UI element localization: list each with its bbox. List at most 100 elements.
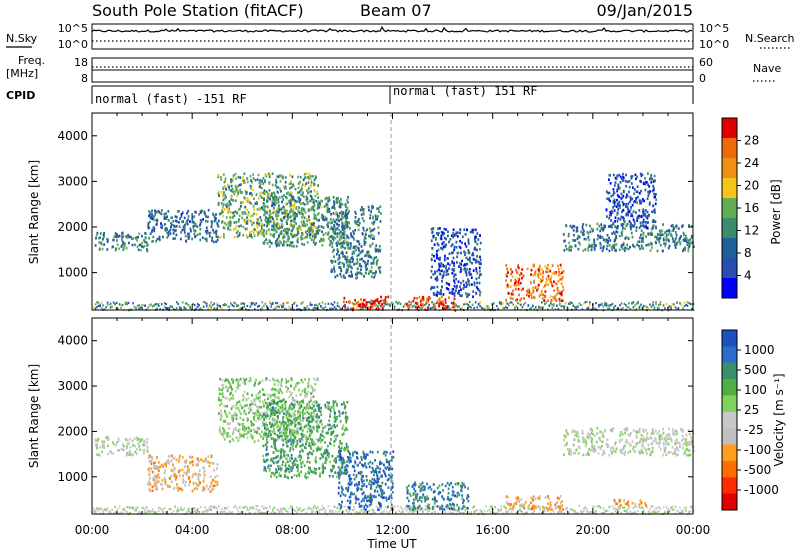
heatmap-cell xyxy=(363,236,366,239)
heatmap-cell xyxy=(201,209,203,212)
heatmap-cell xyxy=(229,203,232,206)
heatmap-cell xyxy=(614,216,617,219)
heatmap-cell xyxy=(582,223,585,226)
heatmap-cell xyxy=(257,231,260,234)
heatmap-cell xyxy=(279,388,282,391)
heatmap-cell xyxy=(283,429,286,433)
heatmap-cell xyxy=(320,305,322,308)
heatmap-cell xyxy=(374,273,377,277)
heatmap-cell xyxy=(274,184,277,187)
heatmap-cell xyxy=(270,305,273,308)
heatmap-cell xyxy=(253,208,255,211)
heatmap-cell xyxy=(190,229,192,233)
heatmap-cell xyxy=(602,238,605,242)
heatmap-cell xyxy=(262,176,265,180)
heatmap-cell xyxy=(274,196,276,199)
heatmap-cell xyxy=(557,290,560,293)
heatmap-cell xyxy=(442,233,444,236)
heatmap-cell xyxy=(578,505,581,508)
heatmap-cell xyxy=(442,303,445,307)
heatmap-cell xyxy=(331,250,334,254)
heatmap-cell xyxy=(464,269,467,273)
heatmap-cell xyxy=(633,200,635,204)
heatmap-cell xyxy=(252,173,255,176)
heatmap-cell xyxy=(280,223,283,226)
heatmap-cell xyxy=(250,202,253,205)
heatmap-cell xyxy=(322,218,324,221)
heatmap-cell xyxy=(148,481,150,484)
heatmap-cell xyxy=(134,236,137,240)
heatmap-cell xyxy=(300,228,302,231)
heatmap-cell xyxy=(175,219,177,223)
heatmap-cell xyxy=(122,248,125,251)
heatmap-cell xyxy=(364,264,367,268)
heatmap-cell xyxy=(219,430,222,434)
heatmap-cell xyxy=(622,222,625,226)
heatmap-cell xyxy=(210,223,213,226)
heatmap-cell xyxy=(196,233,199,237)
heatmap-cell xyxy=(277,200,280,204)
heatmap-cell xyxy=(160,508,163,511)
heatmap-cell xyxy=(173,229,176,233)
heatmap-cell xyxy=(662,304,665,307)
heatmap-cell xyxy=(206,229,209,233)
heatmap-cell xyxy=(232,199,234,202)
heatmap-cell xyxy=(362,511,364,514)
heatmap-cell xyxy=(211,304,214,307)
heatmap-cell xyxy=(220,176,222,179)
heatmap-cell xyxy=(468,305,471,308)
heatmap-cell xyxy=(297,403,300,406)
heatmap-cell xyxy=(685,240,688,243)
heatmap-cell xyxy=(473,284,476,287)
heatmap-cell xyxy=(506,285,509,289)
heatmap-cell xyxy=(151,457,153,461)
heatmap-cell xyxy=(479,269,481,273)
heatmap-cell xyxy=(286,437,288,440)
heatmap-cell xyxy=(453,304,455,307)
heatmap-cell xyxy=(474,235,477,239)
heatmap-cell xyxy=(197,459,200,463)
heatmap-cell xyxy=(428,509,430,513)
heatmap-cell xyxy=(635,177,637,181)
heatmap-cell xyxy=(357,217,360,221)
heatmap-cell xyxy=(215,217,217,220)
heatmap-cell xyxy=(532,273,534,277)
heatmap-cell xyxy=(227,305,229,308)
heatmap-cell xyxy=(259,229,262,233)
heatmap-cell xyxy=(333,505,336,508)
heatmap-cell xyxy=(509,507,511,510)
heatmap-cell xyxy=(253,418,256,421)
heatmap-cell xyxy=(649,508,651,511)
heatmap-cell xyxy=(143,439,146,443)
heatmap-cell xyxy=(629,208,632,212)
heatmap-cell xyxy=(257,305,259,308)
heatmap-cell xyxy=(430,286,433,289)
heatmap-cell xyxy=(151,209,153,213)
heatmap-cell xyxy=(260,233,263,236)
heatmap-cell xyxy=(560,282,563,285)
heatmap-cell xyxy=(510,268,512,271)
heatmap-cell xyxy=(156,210,158,213)
heatmap-cell xyxy=(344,210,347,213)
heatmap-cell xyxy=(202,471,205,474)
heatmap-cell xyxy=(132,302,134,305)
heatmap-cell xyxy=(264,430,267,433)
heatmap-cell xyxy=(360,298,362,301)
heatmap-cell xyxy=(303,173,306,176)
heatmap-cell xyxy=(291,199,294,202)
heatmap-cell xyxy=(185,460,188,464)
heatmap-cell xyxy=(210,489,213,493)
heatmap-cell xyxy=(223,227,226,230)
heatmap-cell xyxy=(607,191,609,195)
heatmap-cell xyxy=(690,236,693,239)
heatmap-cell xyxy=(261,206,263,209)
heatmap-cell xyxy=(197,477,199,481)
heatmap-cell xyxy=(244,205,247,209)
heatmap-cell xyxy=(111,305,113,308)
heatmap-cell xyxy=(234,199,237,202)
heatmap-cell xyxy=(287,213,290,216)
heatmap-cell xyxy=(446,307,448,311)
heatmap-cell xyxy=(294,234,297,238)
heatmap-cell xyxy=(264,506,267,509)
heatmap-cell xyxy=(305,182,308,185)
